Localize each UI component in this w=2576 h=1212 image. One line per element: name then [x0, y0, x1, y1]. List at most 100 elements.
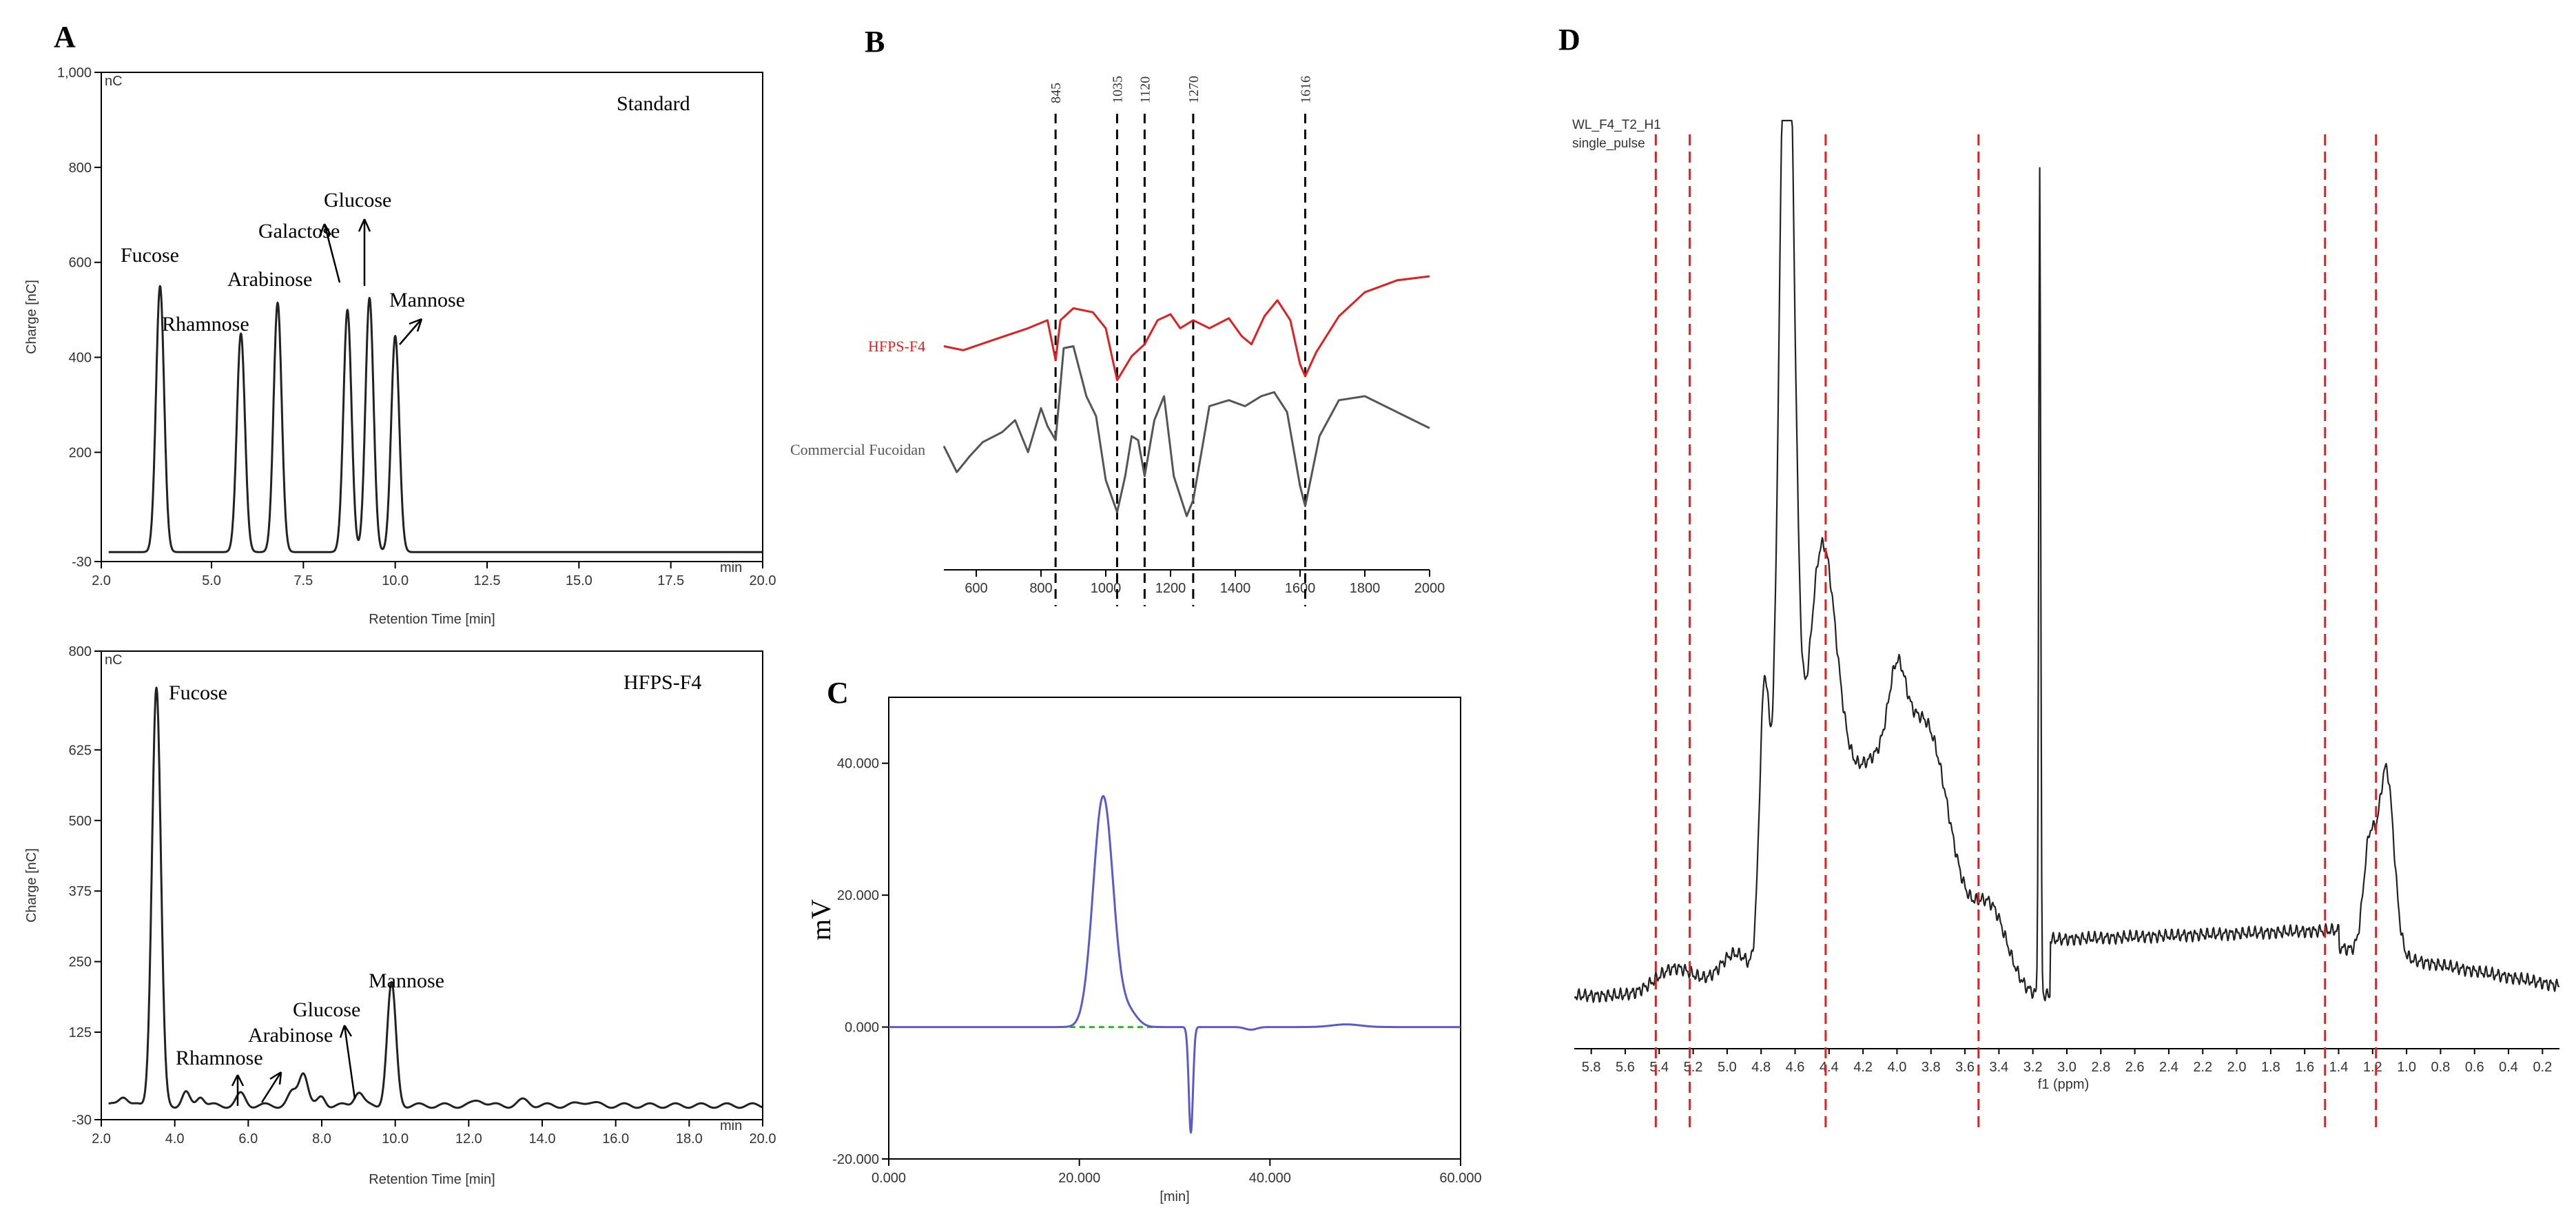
y-tick-label: 400 [69, 351, 92, 366]
x-tick-label: 4.0 [1888, 1060, 1907, 1075]
panel-a-top-chart: nC min Standard Retention Time [min] Cha… [24, 65, 776, 627]
x-tick-label: 4.8 [1751, 1060, 1771, 1075]
panel-c-frame [888, 697, 1461, 1160]
peak-label-rhamnose: Rhamnose [162, 313, 249, 336]
x-tick-label: 0.4 [2499, 1060, 2518, 1075]
x-tick-label: 5.2 [1684, 1060, 1703, 1075]
panel-a-top-ticks: 2.0 5.0 7.5 10.0 12.5 15.0 17.5 20.0 -30 200 400 60… [57, 65, 776, 588]
marker-label: 1120 [1137, 76, 1153, 103]
x-tick-label: 5.0 [1718, 1060, 1737, 1075]
x-tick-label: 10.0 [382, 573, 409, 588]
y-tick-label: 20.000 [837, 888, 879, 903]
x-tick-label: 8.0 [312, 1131, 331, 1147]
panel-label-c: C [827, 676, 849, 710]
x-tick-label: 20.000 [1058, 1171, 1100, 1186]
x-tick-label: 1200 [1155, 581, 1186, 596]
panel-d-ticks: 5.8 5.6 5.4 5.2 5.0 4.8 4.6 4.4 4.2 4.0 3.8 3.6 3.4 3… [1582, 1049, 2552, 1075]
panel-a-bottom-peak-labels: Fucose Rhamnose Arabinose Glucose Mannos… [169, 681, 444, 1069]
panel-d-annotation-1: WL_F4_T2_H1 [1572, 118, 1661, 132]
x-tick-label: 4.2 [1853, 1060, 1873, 1075]
x-tick-label: 5.4 [1649, 1060, 1669, 1075]
panel-c-xlabel: [min] [1160, 1189, 1189, 1204]
peak-label-mannose-f4: Mannose [369, 969, 444, 992]
panel-b-markers: 845 1035 1120 1270 1616 [1049, 76, 1314, 606]
legend-commercial-fucoidan: Commercial Fucoidan [790, 441, 925, 458]
x-tick-label: 6.0 [238, 1131, 258, 1147]
panel-b-ticks: 600 800 1000 1200 1400 1600 1800 2000 [965, 570, 1445, 596]
x-tick-label: 1.2 [2363, 1060, 2382, 1075]
y-tick-label: 375 [69, 884, 92, 899]
x-tick-label: 2.4 [2159, 1060, 2178, 1075]
marker-label: 1616 [1299, 76, 1314, 103]
x-tick-label: 2.8 [2091, 1060, 2110, 1075]
x-tick-label: 18.0 [676, 1131, 703, 1147]
x-tick-label: 1.4 [2329, 1060, 2349, 1075]
marker-label: 1270 [1186, 76, 1202, 103]
panel-label-a: A [54, 20, 76, 54]
y-tick-label: 1,000 [57, 65, 92, 81]
peak-label-arabinose-f4: Arabinose [248, 1024, 333, 1047]
panel-a-bottom-title: HFPS-F4 [624, 671, 701, 694]
x-tick-label: 0.6 [2465, 1060, 2484, 1075]
panel-a-bottom-unit-x: min [720, 1118, 742, 1133]
x-tick-label: 0.2 [2533, 1060, 2552, 1075]
y-tick-label: 500 [69, 814, 92, 829]
panel-c-trace [888, 794, 1461, 1134]
x-tick-label: 4.4 [1820, 1060, 1839, 1075]
x-tick-label: 5.0 [202, 573, 221, 588]
panel-c-chart: 0.000 20.000 40.000 60.000 -20.000 0.000 20.00… [805, 697, 1482, 1204]
x-tick-label: 2.0 [92, 1131, 111, 1147]
legend-hfps-f4: HFPS-F4 [868, 338, 925, 355]
panel-c-ticks: 0.000 20.000 40.000 60.000 -20.000 0.000 20.00… [832, 757, 1481, 1186]
panel-label-b: B [865, 25, 885, 59]
arrow-glucose-f4 [339, 1025, 356, 1100]
panel-d-trace [1574, 119, 2560, 1003]
x-tick-label: 12.5 [474, 573, 501, 588]
x-tick-label: 12.0 [455, 1131, 482, 1147]
x-tick-label: 40.000 [1249, 1171, 1291, 1186]
y-tick-label: 250 [69, 955, 92, 970]
panel-b-series-hfps-f4 [943, 275, 1430, 382]
x-tick-label: 4.6 [1786, 1060, 1805, 1075]
x-tick-label: 1400 [1220, 581, 1251, 596]
x-tick-label: 2.0 [2227, 1060, 2247, 1075]
y-tick-label: -20.000 [832, 1152, 879, 1167]
x-tick-label: 3.6 [1955, 1060, 1975, 1075]
panel-a-top-peak-labels: Fucose Rhamnose Arabinose Galactose Gluc… [121, 189, 465, 336]
panel-b-chart: 600 800 1000 1200 1400 1600 1800 2000 845 1035 11… [790, 76, 1445, 606]
marker-label: 845 [1049, 83, 1064, 103]
x-tick-label: 2000 [1414, 581, 1445, 596]
panel-d-red-markers [1654, 134, 2378, 1133]
panel-label-d: D [1558, 23, 1580, 57]
x-tick-label: 14.0 [529, 1131, 556, 1147]
y-tick-label: 0.000 [845, 1020, 879, 1036]
y-tick-label: 800 [69, 161, 92, 176]
x-tick-label: 1.6 [2295, 1060, 2314, 1075]
panel-a-top-unit-x: min [720, 560, 742, 575]
peak-label-glucose: Glucose [324, 189, 391, 212]
x-tick-label: 2.6 [2125, 1060, 2145, 1075]
y-tick-label: -30 [72, 555, 92, 570]
x-tick-label: 1000 [1091, 581, 1122, 596]
peak-label-mannose: Mannose [389, 289, 465, 311]
x-tick-label: 1.8 [2261, 1060, 2280, 1075]
panel-b-series-commercial-fucoidan [942, 345, 1430, 517]
panel-a-top-frame [101, 72, 763, 562]
x-tick-label: 15.0 [566, 573, 593, 588]
panel-a-bottom-unit-y: nC [105, 653, 123, 668]
x-tick-label: 3.4 [1989, 1060, 2008, 1075]
panel-a-top-ylabel: Charge [nC] [24, 280, 39, 354]
y-tick-label: 125 [69, 1025, 92, 1040]
y-tick-label: 40.000 [837, 757, 879, 772]
x-tick-label: 1800 [1350, 581, 1381, 596]
panel-a-bottom-frame [101, 650, 763, 1120]
panel-a-bottom-chart: nC min HFPS-F4 Retention Time [min] Char… [24, 644, 776, 1187]
arrow-arabinose-f4 [260, 1071, 282, 1103]
peak-label-fucose: Fucose [121, 244, 179, 267]
panel-a-bottom-xlabel: Retention Time [min] [369, 1172, 495, 1187]
peak-label-arabinose: Arabinose [227, 268, 312, 291]
panel-a-top-arrows [318, 218, 423, 345]
x-tick-label: 600 [965, 581, 987, 596]
x-tick-label: 20.0 [750, 1131, 776, 1147]
x-tick-label: 7.5 [293, 573, 313, 588]
